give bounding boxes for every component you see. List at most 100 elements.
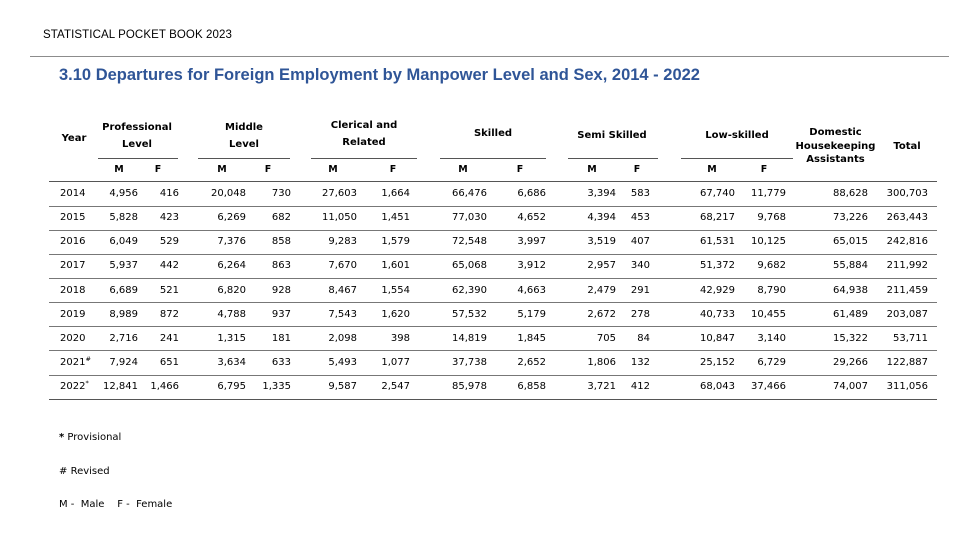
row-divider — [49, 205, 937, 207]
cell-mid-f: 682 — [271, 212, 291, 224]
cell-low-f: 10,455 — [751, 308, 786, 320]
header-middle-line1: Middle — [225, 122, 263, 133]
cell-sem-m: 3,721 — [587, 381, 616, 393]
cell-total: 211,992 — [886, 260, 928, 272]
cell-cle-m: 11,050 — [322, 212, 357, 224]
cell-ski-f: 3,997 — [517, 236, 546, 248]
cell-low-f: 9,682 — [757, 260, 786, 272]
header-professional-level: Professional Level — [96, 119, 178, 153]
cell-low-m: 67,740 — [700, 188, 735, 199]
cell-cle-f: 1,077 — [381, 357, 410, 369]
row-year-value: 2015 — [60, 212, 86, 224]
cell-ski-m: 14,819 — [452, 332, 487, 344]
row-divider — [49, 374, 937, 376]
cell-pro-m: 5,937 — [109, 260, 138, 272]
cell-pro-f: 423 — [159, 212, 179, 224]
cell-total: 242,816 — [886, 236, 928, 248]
header-semi-skilled: Semi Skilled — [566, 127, 658, 144]
note-male-key: M - Male — [59, 499, 105, 510]
cell-pro-f: 521 — [159, 284, 179, 296]
cell-dom: 73,226 — [833, 212, 868, 224]
cell-pro-m: 12,841 — [103, 381, 138, 393]
cell-mid-m: 6,820 — [217, 284, 246, 296]
header-skilled-label: Skilled — [473, 128, 513, 139]
row-year-mark: * — [85, 379, 89, 388]
header-professional-line1: Professional — [102, 122, 172, 133]
cell-cle-m: 7,543 — [328, 308, 357, 320]
low-skilled-group-rule — [681, 158, 793, 159]
skilled-group-rule — [440, 158, 546, 159]
row-year-value: 2019 — [60, 308, 86, 320]
cell-low-m: 42,929 — [700, 284, 735, 296]
table-row: 2022* 12,841 1,466 6,795 1,335 9,587 2,547 85,9… — [0, 375, 980, 399]
cell-low-f: 3,140 — [757, 332, 786, 344]
cell-total: 122,887 — [886, 357, 928, 369]
table-row: 2017 5,937 442 6,264 863 7,670 1,601 65,068 3,91… — [0, 254, 980, 278]
cell-cle-f: 1,601 — [381, 260, 410, 272]
cell-low-m: 51,372 — [700, 260, 735, 272]
cell-low-m: 10,847 — [700, 332, 735, 344]
header-middle-line2: Level — [229, 139, 259, 150]
row-year-value: 2017 — [60, 260, 86, 272]
cell-cle-m: 9,283 — [328, 236, 357, 248]
row-divider — [49, 277, 937, 279]
cell-dom: 64,938 — [833, 284, 868, 296]
cell-ski-f: 4,663 — [517, 284, 546, 296]
cell-dom: 88,628 — [833, 188, 868, 199]
professional-group-rule — [98, 158, 178, 159]
row-year-mark: # — [85, 355, 91, 364]
cell-low-m: 68,217 — [700, 212, 735, 224]
cell-ski-f: 3,912 — [517, 260, 546, 272]
row-divider — [49, 398, 937, 400]
header-professional-line2: Level — [122, 139, 152, 150]
note-provisional: * Provisional — [59, 432, 121, 443]
middle-group-rule — [198, 158, 290, 159]
cell-sem-m: 2,672 — [587, 308, 616, 320]
cell-mid-f: 633 — [271, 357, 291, 369]
cell-total: 53,711 — [893, 332, 928, 344]
cell-pro-m: 4,956 — [109, 188, 138, 199]
header-year: Year — [52, 130, 96, 147]
cell-sem-f: 583 — [630, 188, 650, 199]
cell-cle-m: 2,098 — [328, 332, 357, 344]
row-divider — [49, 253, 937, 255]
row-year: 2019 — [60, 303, 85, 327]
cell-sem-f: 453 — [630, 212, 650, 224]
cell-pro-f: 416 — [159, 188, 179, 199]
cell-pro-f: 529 — [159, 236, 179, 248]
cell-cle-m: 8,467 — [328, 284, 357, 296]
cell-mid-f: 937 — [271, 308, 291, 320]
sub-sem-f: F — [633, 164, 641, 175]
cell-cle-f: 398 — [390, 332, 410, 344]
row-year: 2016 — [60, 230, 85, 254]
header-low-skilled-label: Low-skilled — [705, 130, 769, 141]
cell-mid-m: 20,048 — [211, 188, 246, 199]
row-divider — [49, 350, 937, 352]
note-revised-text: Revised — [70, 466, 110, 477]
clerical-group-rule — [311, 158, 417, 159]
cell-ski-m: 85,978 — [452, 381, 487, 393]
cell-pro-f: 442 — [159, 260, 179, 272]
cell-ski-m: 65,068 — [452, 260, 487, 272]
table-row: 2014 4,956 416 20,048 730 27,603 1,664 66,476 6,… — [0, 182, 980, 206]
table-title: 3.10 Departures for Foreign Employment b… — [59, 66, 700, 84]
cell-pro-f: 651 — [159, 357, 179, 369]
cell-sem-m: 2,957 — [587, 260, 616, 272]
cell-ski-f: 2,652 — [517, 357, 546, 369]
cell-dom: 55,884 — [833, 260, 868, 272]
cell-mid-m: 7,376 — [217, 236, 246, 248]
cell-sem-m: 705 — [596, 332, 616, 344]
row-divider — [49, 229, 937, 231]
cell-pro-m: 2,716 — [109, 332, 138, 344]
cell-sem-m: 1,806 — [587, 357, 616, 369]
cell-sem-f: 132 — [630, 357, 650, 369]
header-skilled: Skilled — [440, 125, 546, 142]
semi-skilled-group-rule — [568, 158, 658, 159]
cell-total: 211,459 — [886, 284, 928, 296]
cell-ski-m: 77,030 — [452, 212, 487, 224]
cell-mid-f: 730 — [271, 188, 291, 199]
cell-ski-f: 1,845 — [517, 332, 546, 344]
cell-ski-m: 37,738 — [452, 357, 487, 369]
header-divider — [30, 56, 949, 57]
cell-dom: 65,015 — [833, 236, 868, 248]
